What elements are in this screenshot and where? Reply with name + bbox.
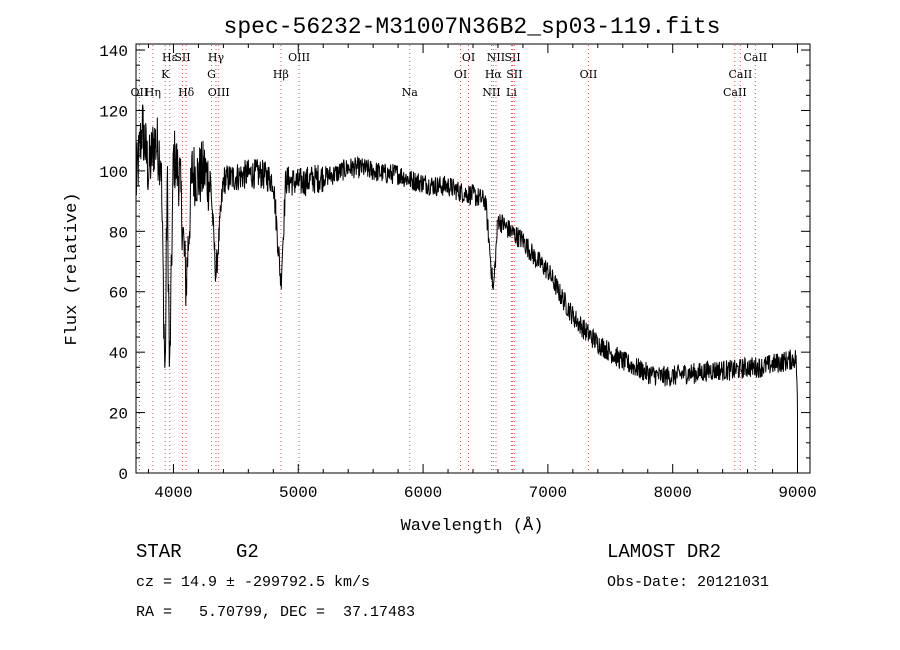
subclass: G2 [236, 541, 259, 563]
line-label: Hη [145, 86, 161, 99]
line-label: CaII [729, 68, 753, 81]
ra-dec: RA = 5.70799, DEC = 37.17483 [136, 604, 416, 621]
x-tick-label: 8000 [654, 484, 692, 502]
line-label: Na [402, 86, 419, 99]
x-tick-label: 6000 [404, 484, 442, 502]
line-label: Hβ [273, 68, 289, 81]
y-axis-label: Flux (relative) [63, 192, 82, 345]
line-label: NII [482, 86, 500, 99]
line-label: Hα [485, 68, 503, 81]
line-label: NII [487, 51, 505, 64]
line-label: CaII [743, 51, 767, 64]
y-tick-label: 60 [109, 285, 128, 303]
y-tick-label: 120 [99, 103, 128, 121]
chart-title: spec-56232-M31007N36B2_sp03-119.fits [224, 14, 721, 40]
line-label: Hε [162, 51, 178, 64]
y-tick-label: 80 [109, 224, 128, 242]
line-label: Hδ [178, 86, 195, 99]
y-tick-label: 140 [99, 43, 128, 61]
x-tick-label: 9000 [778, 484, 816, 502]
line-label: SII [506, 68, 522, 81]
y-tick-label: 0 [118, 466, 128, 484]
x-tick-label: 5000 [279, 484, 317, 502]
x-tick-label: 7000 [529, 484, 567, 502]
y-tick-label: 40 [109, 345, 128, 363]
line-label: CaII [723, 86, 747, 99]
plot-frame [135, 43, 811, 474]
obs-date: Obs-Date: 20121031 [607, 574, 770, 591]
line-label: OIII [208, 86, 230, 99]
line-label: Hγ [208, 51, 225, 64]
line-label: K [161, 68, 170, 81]
axis-ticks: 4000 5000 6000 7000 8000 9000 0 20 40 60 80 100 120 1… [99, 43, 817, 502]
line-markers: HεOIIHηKSIIHδHγGOIIIOIIIHβNaOIOINIINIIHα… [131, 45, 767, 472]
line-label: G [207, 68, 216, 81]
line-label: OI [462, 51, 475, 64]
object-type: STAR [136, 541, 182, 563]
line-label: OII [131, 86, 149, 99]
survey-name: LAMOST DR2 [607, 541, 722, 563]
line-label: OII [580, 68, 598, 81]
redshift-info: cz = 14.9 ± -299792.5 km/s [136, 574, 371, 591]
x-axis-label: Wavelength (Å) [401, 517, 544, 536]
line-label: SII [174, 51, 190, 64]
y-tick-label: 100 [99, 164, 128, 182]
y-tick-label: 20 [109, 406, 128, 424]
spectrum-line [135, 104, 798, 473]
line-label: OI [454, 68, 467, 81]
x-tick-label: 4000 [154, 484, 192, 502]
line-label: SII [504, 51, 520, 64]
line-label: OIII [288, 51, 310, 64]
line-label: Li [506, 86, 517, 99]
